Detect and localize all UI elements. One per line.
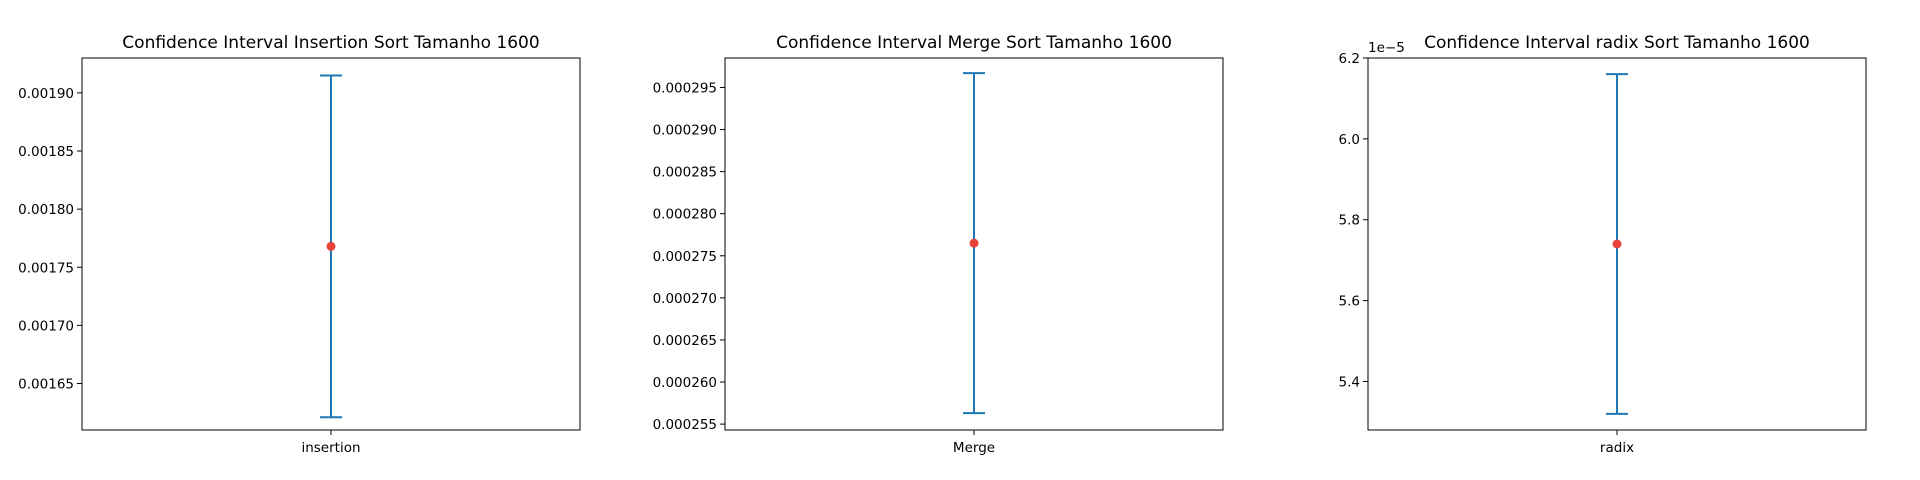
x-tick-label: insertion [301,440,360,456]
chart-title: Confidence Interval Insertion Sort Taman… [122,33,539,53]
y-tick-label: 0.000290 [653,123,717,139]
y-tick-label: 0.000280 [653,207,717,223]
y-tick-label: 6.0 [1339,132,1360,148]
y-tick-label: 0.00165 [18,377,74,393]
x-tick-label: Merge [953,440,995,456]
chart-title: Confidence Interval Merge Sort Tamanho 1… [776,33,1172,53]
mean-point [1612,239,1622,249]
chart-panel-2: Confidence Interval Merge Sort Tamanho 1… [653,33,1224,456]
y-tick-label: 6.2 [1339,51,1360,67]
y-tick-label: 0.00180 [18,202,74,218]
chart-panel-3: Confidence Interval radix Sort Tamanho 1… [1339,33,1867,456]
y-tick-label: 0.00190 [18,86,74,102]
y-tick-label: 0.000255 [653,417,717,433]
chart-panel-1: Confidence Interval Insertion Sort Taman… [18,33,581,456]
y-tick-label: 0.00185 [18,144,74,160]
y-tick-label: 0.000270 [653,291,717,307]
y-tick-label: 0.000265 [653,333,717,349]
y-tick-label: 0.000260 [653,375,717,391]
y-tick-label: 5.4 [1339,374,1360,390]
y-tick-label: 5.6 [1339,294,1360,310]
mean-point [326,241,336,251]
y-tick-label: 0.00170 [18,318,74,334]
y-tick-label: 5.8 [1339,213,1360,229]
y-tick-label: 0.000295 [653,80,717,96]
y-axis-offset-label: 1e−5 [1368,40,1405,56]
chart-title: Confidence Interval radix Sort Tamanho 1… [1424,33,1810,53]
mean-point [969,238,979,248]
y-tick-label: 0.00175 [18,260,74,276]
x-tick-label: radix [1600,440,1634,456]
y-tick-label: 0.000285 [653,165,717,181]
y-tick-label: 0.000275 [653,249,717,265]
